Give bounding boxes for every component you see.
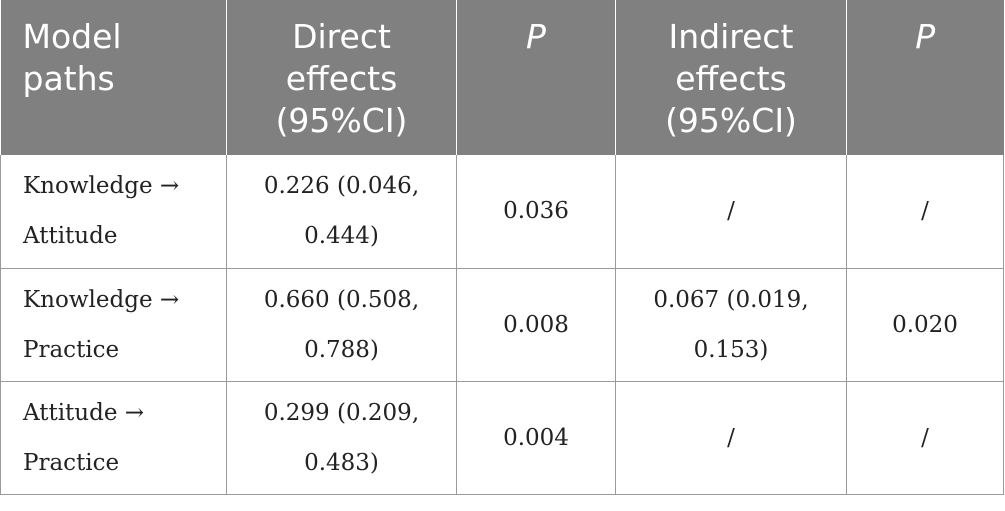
- table-row: Knowledge → Attitude 0.226 (0.046, 0.444…: [0, 155, 1004, 269]
- cell-p-indirect: 0.020: [846, 267, 1004, 382]
- table-row: Attitude → Practice 0.299 (0.209, 0.483)…: [0, 380, 1004, 495]
- effects-table: Model paths Direct effects (95%CI) P Ind…: [0, 0, 1004, 495]
- cell-direct-effect: 0.660 (0.508, 0.788): [226, 267, 457, 382]
- cell-model-path: Knowledge → Attitude: [0, 155, 227, 269]
- header-p-direct: P: [456, 0, 616, 155]
- header-model-paths: Model paths: [0, 0, 227, 155]
- table-container: Model paths Direct effects (95%CI) P Ind…: [0, 0, 1004, 495]
- cell-p-direct: 0.008: [456, 267, 616, 382]
- table-header: Model paths Direct effects (95%CI) P Ind…: [0, 0, 1004, 155]
- header-row: Model paths Direct effects (95%CI) P Ind…: [0, 0, 1004, 155]
- cell-model-path: Knowledge → Practice: [0, 267, 227, 382]
- cell-indirect-effect: /: [615, 380, 847, 495]
- table-body: Knowledge → Attitude 0.226 (0.046, 0.444…: [0, 155, 1004, 495]
- header-indirect-effects: Indirect effects (95%CI): [615, 0, 847, 155]
- cell-indirect-effect: 0.067 (0.019, 0.153): [615, 267, 847, 382]
- cell-p-indirect: /: [846, 380, 1004, 495]
- cell-direct-effect: 0.299 (0.209, 0.483): [226, 380, 457, 495]
- cell-model-path: Attitude → Practice: [0, 380, 227, 495]
- header-p-indirect: P: [846, 0, 1004, 155]
- cell-p-direct: 0.036: [456, 155, 616, 269]
- table-row: Knowledge → Practice 0.660 (0.508, 0.788…: [0, 267, 1004, 382]
- cell-p-indirect: /: [846, 155, 1004, 269]
- header-direct-effects: Direct effects (95%CI): [226, 0, 457, 155]
- cell-indirect-effect: /: [615, 155, 847, 269]
- cell-direct-effect: 0.226 (0.046, 0.444): [226, 155, 457, 269]
- cell-p-direct: 0.004: [456, 380, 616, 495]
